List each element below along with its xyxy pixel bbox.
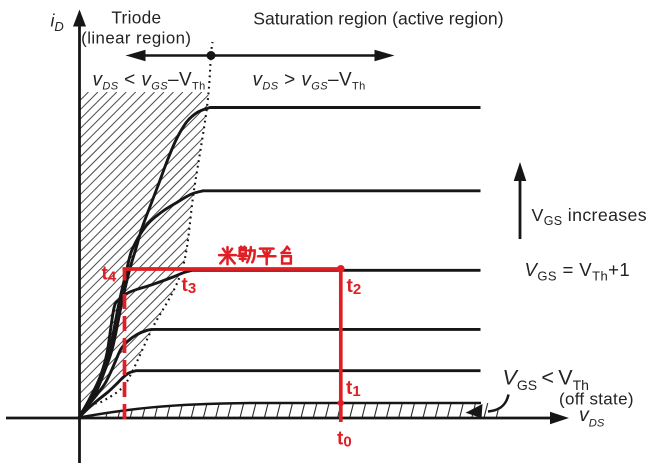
svg-text:Triode: Triode bbox=[111, 8, 161, 28]
svg-text:t2: t2 bbox=[347, 276, 362, 298]
svg-text:t0: t0 bbox=[337, 429, 352, 451]
svg-text:vDS > vGS–VTh: vDS > vGS–VTh bbox=[253, 70, 366, 93]
svg-text:VGS = VTh+1: VGS = VTh+1 bbox=[525, 259, 631, 284]
svg-text:VGS < VTh: VGS < VTh bbox=[503, 365, 589, 393]
svg-text:t1: t1 bbox=[346, 378, 361, 400]
svg-text:vDS < vGS–VTh: vDS < vGS–VTh bbox=[93, 70, 206, 93]
svg-text:VGS increases: VGS increases bbox=[532, 205, 648, 228]
svg-text:(off state): (off state) bbox=[559, 389, 634, 408]
svg-text:t4: t4 bbox=[102, 264, 117, 286]
svg-text:vDS: vDS bbox=[579, 404, 605, 430]
svg-text:(linear region): (linear region) bbox=[81, 29, 191, 48]
svg-text:Saturation region (active regi: Saturation region (active region) bbox=[253, 9, 503, 29]
svg-text:iD: iD bbox=[51, 11, 64, 35]
svg-text:t3: t3 bbox=[182, 275, 197, 297]
